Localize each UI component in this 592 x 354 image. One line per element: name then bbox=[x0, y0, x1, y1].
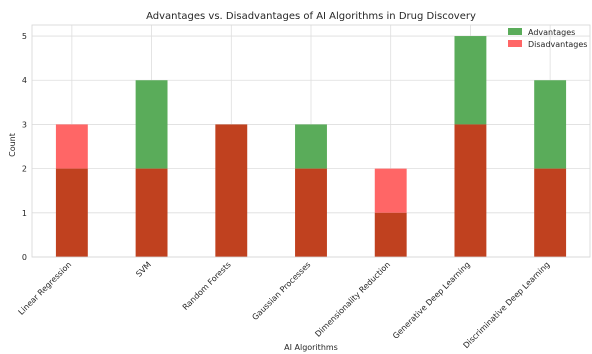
y-tick-label: 2 bbox=[22, 165, 27, 174]
bar-overlap bbox=[215, 124, 248, 257]
bar-advantages bbox=[534, 80, 567, 169]
bar-overlap bbox=[534, 168, 567, 257]
plot-frame bbox=[31, 24, 591, 258]
y-tick-label: 3 bbox=[22, 120, 27, 129]
legend-swatch bbox=[508, 28, 522, 35]
y-ticks: 0 1 2 3 4 5 bbox=[22, 32, 27, 262]
legend-label: Advantages bbox=[528, 28, 575, 37]
chart-title: Advantages vs. Disadvantages of AI Algor… bbox=[146, 11, 476, 22]
bar-disadvantages bbox=[374, 168, 407, 213]
bar-advantages bbox=[295, 124, 327, 169]
y-tick-label: 1 bbox=[22, 209, 27, 218]
bar-overlap bbox=[55, 168, 88, 257]
legend-swatch bbox=[508, 40, 522, 47]
legend-label: Disadvantages bbox=[528, 40, 587, 49]
bar-advantages bbox=[135, 80, 168, 169]
bar-overlap bbox=[295, 168, 327, 257]
x-axis-label: AI Algorithms bbox=[284, 343, 338, 352]
bar-disadvantages bbox=[55, 124, 88, 169]
bar-advantages bbox=[454, 36, 487, 125]
bar-overlap bbox=[374, 212, 407, 257]
y-tick-label: 5 bbox=[22, 32, 27, 41]
y-tick-label: 0 bbox=[22, 253, 27, 262]
y-axis-label: Count bbox=[8, 133, 17, 157]
bar-overlap bbox=[454, 124, 487, 257]
legend: Advantages Disadvantages bbox=[508, 28, 587, 49]
bars bbox=[55, 36, 567, 257]
y-tick-label: 4 bbox=[22, 76, 27, 85]
bar-overlap bbox=[135, 168, 168, 257]
